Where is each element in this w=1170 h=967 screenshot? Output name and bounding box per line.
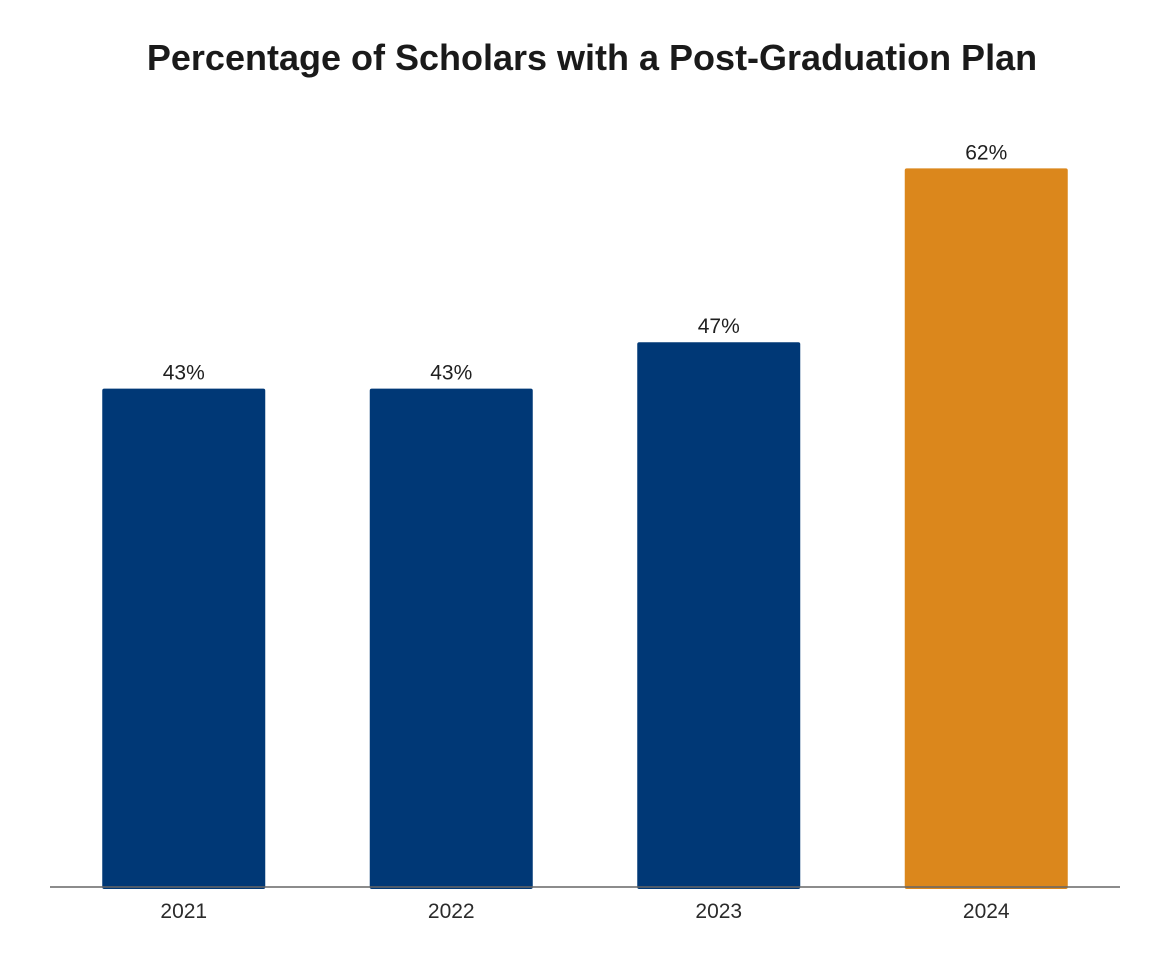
bar-2023 bbox=[637, 342, 801, 889]
bar-2022 bbox=[369, 388, 533, 889]
bar-2024 bbox=[904, 168, 1068, 889]
value-label-2022: 43% bbox=[430, 362, 472, 385]
x-tick-labels-group: 2021 2022 2023 2024 bbox=[160, 900, 1010, 923]
value-labels-group: 43% 43% 47% 62% bbox=[163, 141, 1008, 384]
x-tick-label-2021: 2021 bbox=[160, 900, 207, 923]
x-tick-label-2023: 2023 bbox=[695, 900, 742, 923]
chart-title: Percentage of Scholars with a Post-Gradu… bbox=[147, 37, 1037, 78]
x-tick-label-2024: 2024 bbox=[963, 900, 1010, 923]
value-label-2024: 62% bbox=[965, 141, 1007, 164]
x-tick-label-2022: 2022 bbox=[428, 900, 475, 923]
bar-2021 bbox=[102, 388, 266, 889]
bars-group bbox=[102, 168, 1068, 889]
value-label-2021: 43% bbox=[163, 362, 205, 385]
value-label-2023: 47% bbox=[698, 315, 740, 338]
